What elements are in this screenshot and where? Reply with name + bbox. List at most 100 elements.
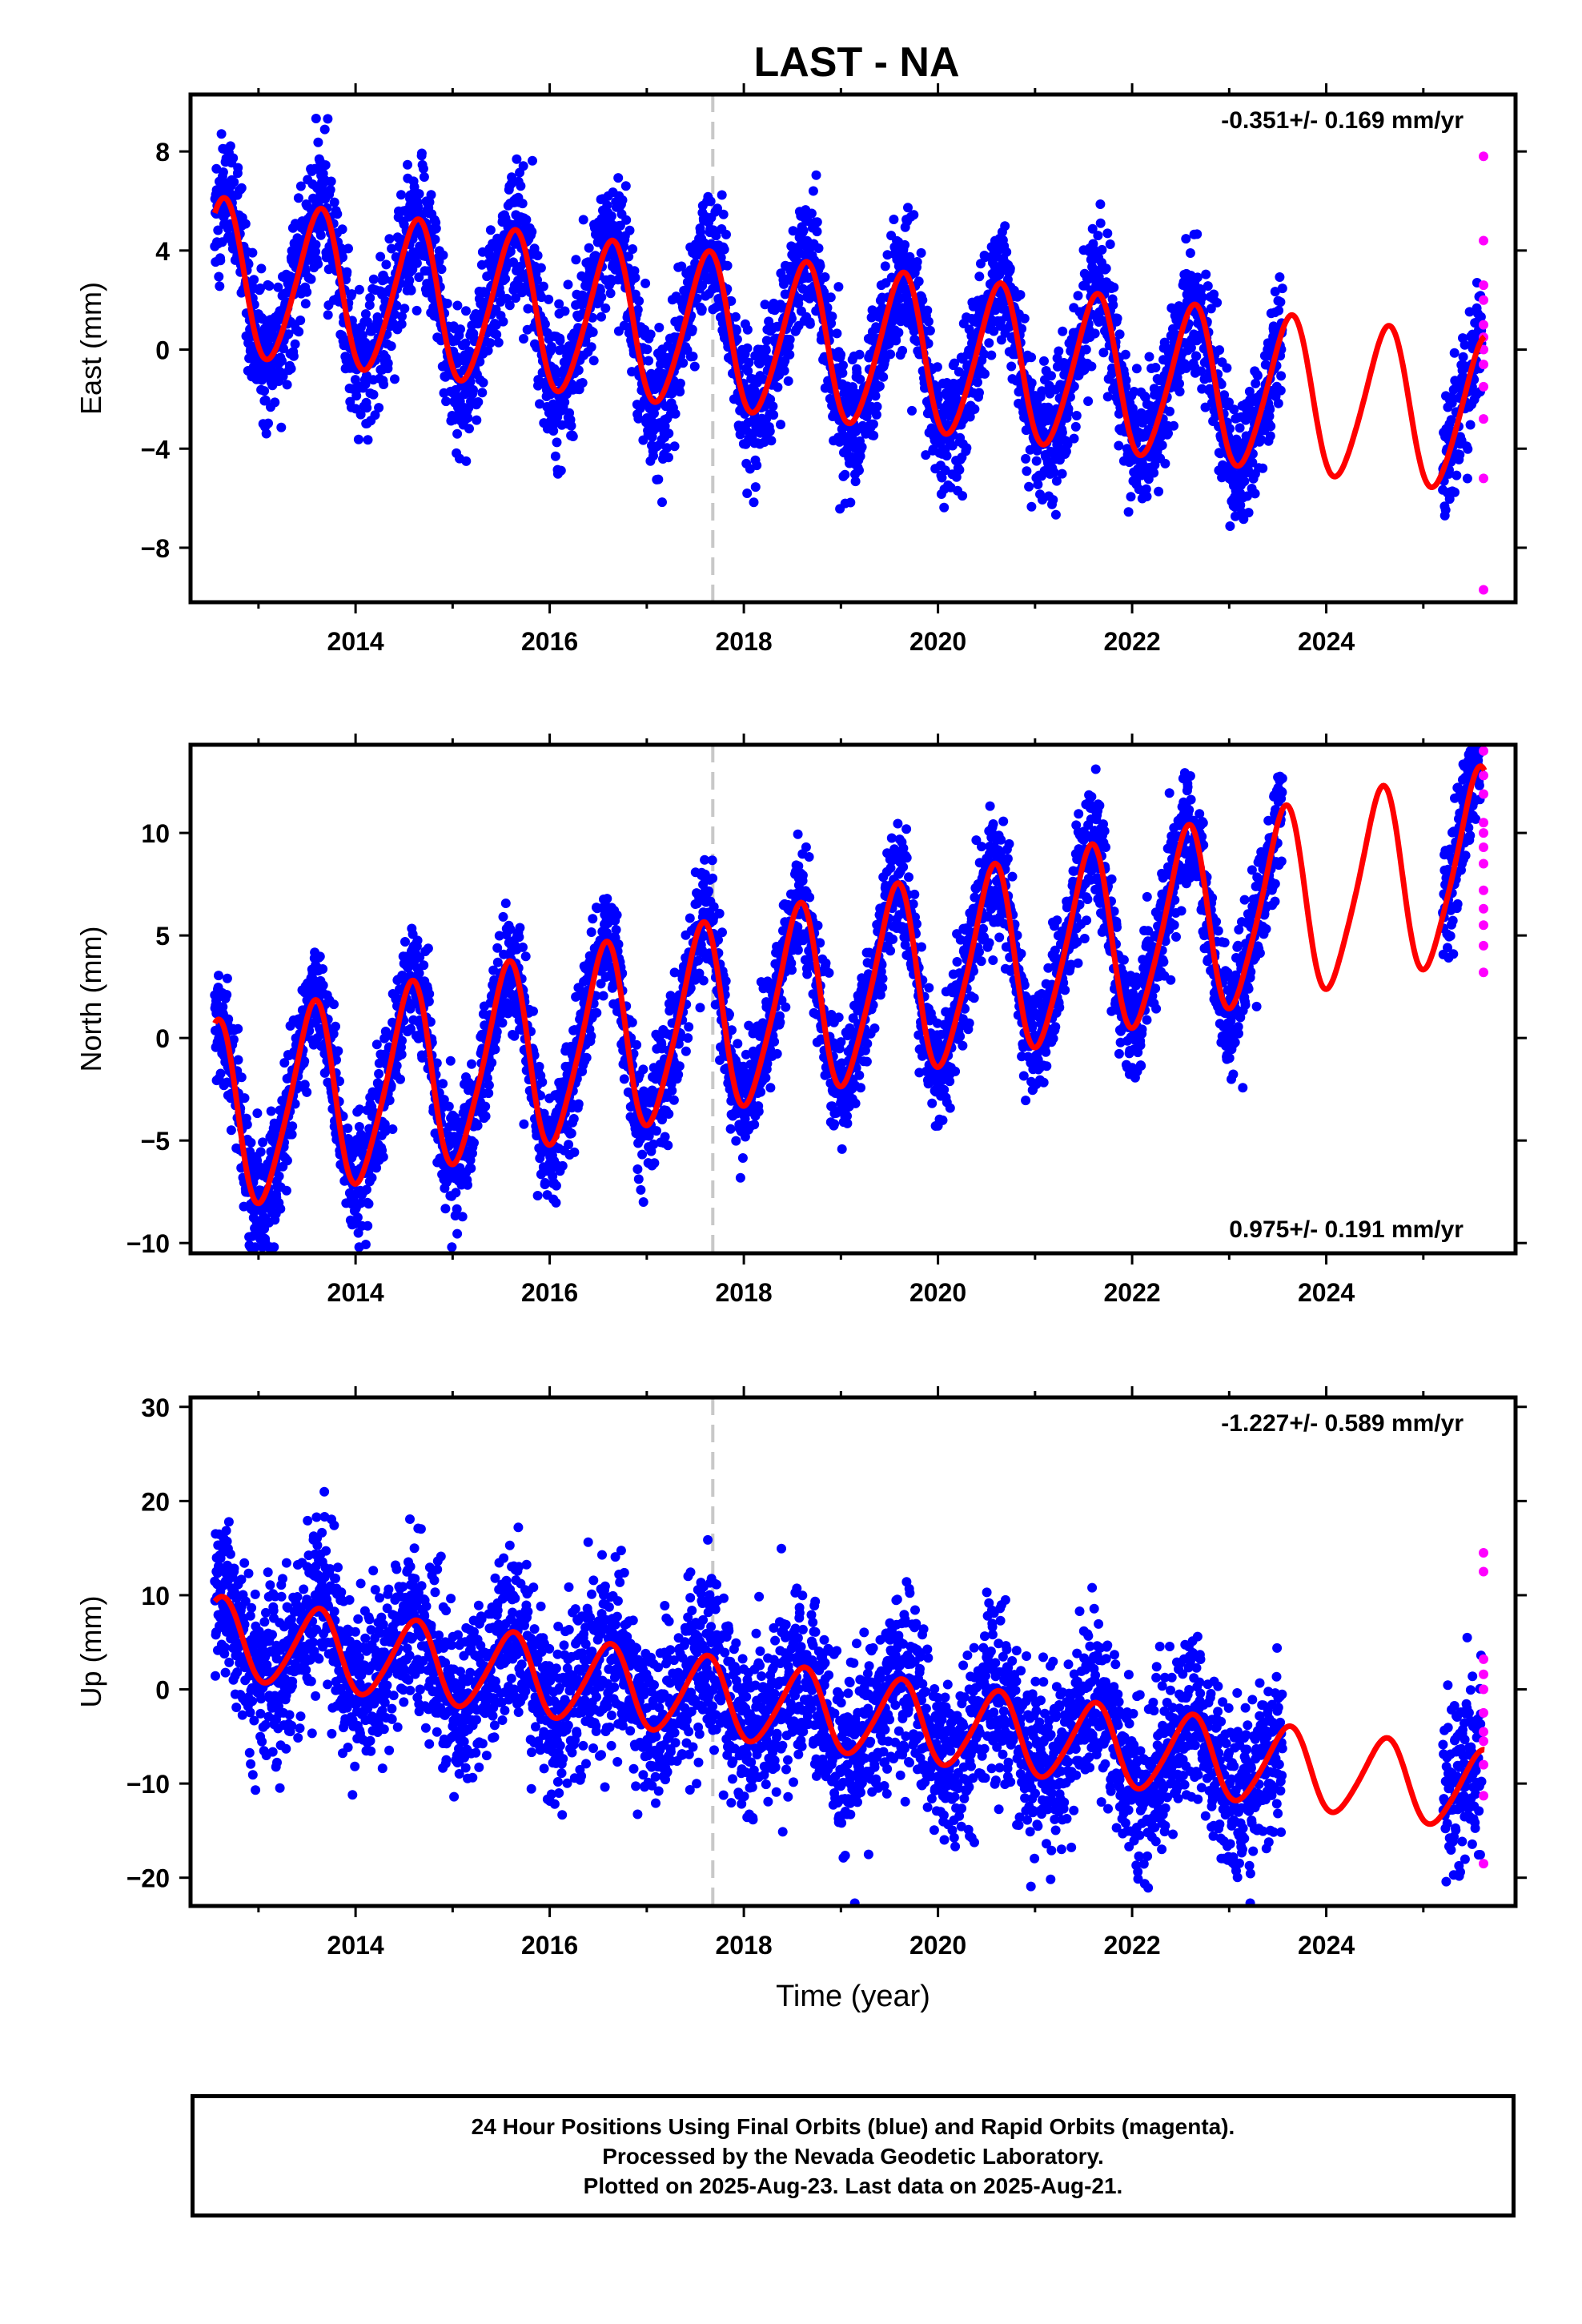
data-point	[279, 344, 288, 354]
data-point	[588, 312, 597, 323]
data-point	[1142, 492, 1152, 501]
y-axis-label: East (mm)	[74, 282, 107, 415]
data-point	[923, 316, 934, 327]
data-point	[326, 176, 336, 187]
data-point	[374, 1068, 384, 1079]
data-point	[722, 260, 733, 271]
data-point	[538, 281, 548, 292]
data-point	[1105, 239, 1115, 249]
data-point	[390, 374, 400, 384]
data-point	[937, 472, 947, 483]
data-point	[365, 293, 375, 303]
data-point	[563, 279, 573, 290]
data-point	[528, 155, 537, 166]
data-point	[825, 292, 836, 303]
data-point	[1266, 421, 1276, 432]
data-point	[872, 401, 882, 412]
data-point	[588, 356, 599, 366]
data-point	[850, 476, 861, 487]
data-point	[1275, 297, 1286, 308]
data-point	[649, 408, 659, 419]
data-point	[837, 368, 848, 378]
data-point	[1095, 218, 1106, 228]
rapid-data-point	[1479, 151, 1488, 162]
x-tick-label: 2016	[521, 627, 578, 656]
data-point	[263, 418, 273, 428]
data-point	[546, 341, 556, 352]
data-point	[355, 409, 366, 420]
data-point	[1165, 406, 1174, 416]
data-point	[940, 465, 950, 476]
rapid-data-point	[1479, 585, 1488, 595]
data-point	[338, 252, 347, 263]
data-point	[226, 1125, 236, 1136]
data-point	[867, 305, 877, 316]
data-point	[255, 283, 266, 293]
data-point	[364, 300, 375, 310]
data-point	[922, 305, 933, 316]
data-point	[521, 215, 532, 225]
data-point	[477, 388, 488, 398]
data-point	[1026, 352, 1037, 363]
data-point	[485, 225, 496, 235]
data-point	[512, 154, 522, 164]
data-point	[1235, 423, 1245, 433]
data-point	[416, 148, 427, 159]
data-point	[438, 250, 448, 260]
data-point	[311, 239, 321, 250]
data-point	[1274, 305, 1284, 316]
data-point	[1463, 444, 1473, 454]
data-point	[1192, 272, 1203, 283]
data-point	[1021, 453, 1031, 464]
data-point	[588, 327, 598, 337]
data-point	[932, 362, 942, 372]
data-point	[577, 378, 588, 388]
data-point	[375, 251, 386, 262]
data-point	[532, 275, 542, 285]
data-point	[1141, 484, 1151, 494]
data-point	[463, 1180, 472, 1190]
data-point	[921, 450, 931, 460]
rapid-data-point	[1479, 320, 1488, 330]
data-point	[554, 299, 564, 309]
data-point	[573, 365, 584, 376]
data-point	[669, 441, 680, 452]
x-tick-label: 2024	[1298, 627, 1355, 656]
data-point	[389, 309, 400, 320]
data-point	[1037, 386, 1047, 396]
data-point	[1465, 420, 1476, 430]
data-point	[438, 1079, 448, 1089]
data-point	[313, 137, 323, 147]
data-point	[467, 1059, 476, 1069]
data-point	[1033, 480, 1043, 489]
data-point	[1121, 375, 1131, 385]
data-point	[1149, 468, 1159, 478]
data-point	[1185, 248, 1195, 258]
data-point	[498, 316, 508, 327]
data-point	[584, 243, 594, 253]
data-point	[854, 465, 864, 476]
data-point	[504, 300, 515, 311]
data-point	[1275, 272, 1285, 282]
data-point	[252, 1108, 263, 1119]
data-point	[1449, 348, 1460, 358]
data-point	[1002, 275, 1013, 285]
data-point	[660, 421, 670, 432]
data-point	[1026, 378, 1037, 388]
data-point	[519, 334, 528, 344]
data-point	[276, 422, 287, 432]
data-point	[1252, 371, 1263, 380]
data-point	[677, 261, 687, 271]
data-point	[802, 216, 813, 226]
data-point	[441, 396, 452, 407]
data-point	[246, 1137, 256, 1148]
data-point	[302, 1087, 312, 1097]
data-point	[1222, 363, 1232, 373]
data-point	[548, 426, 559, 436]
data-point	[500, 274, 511, 284]
data-point	[934, 390, 944, 400]
data-point	[1095, 199, 1106, 209]
data-point	[634, 296, 644, 306]
data-point	[1070, 421, 1081, 432]
